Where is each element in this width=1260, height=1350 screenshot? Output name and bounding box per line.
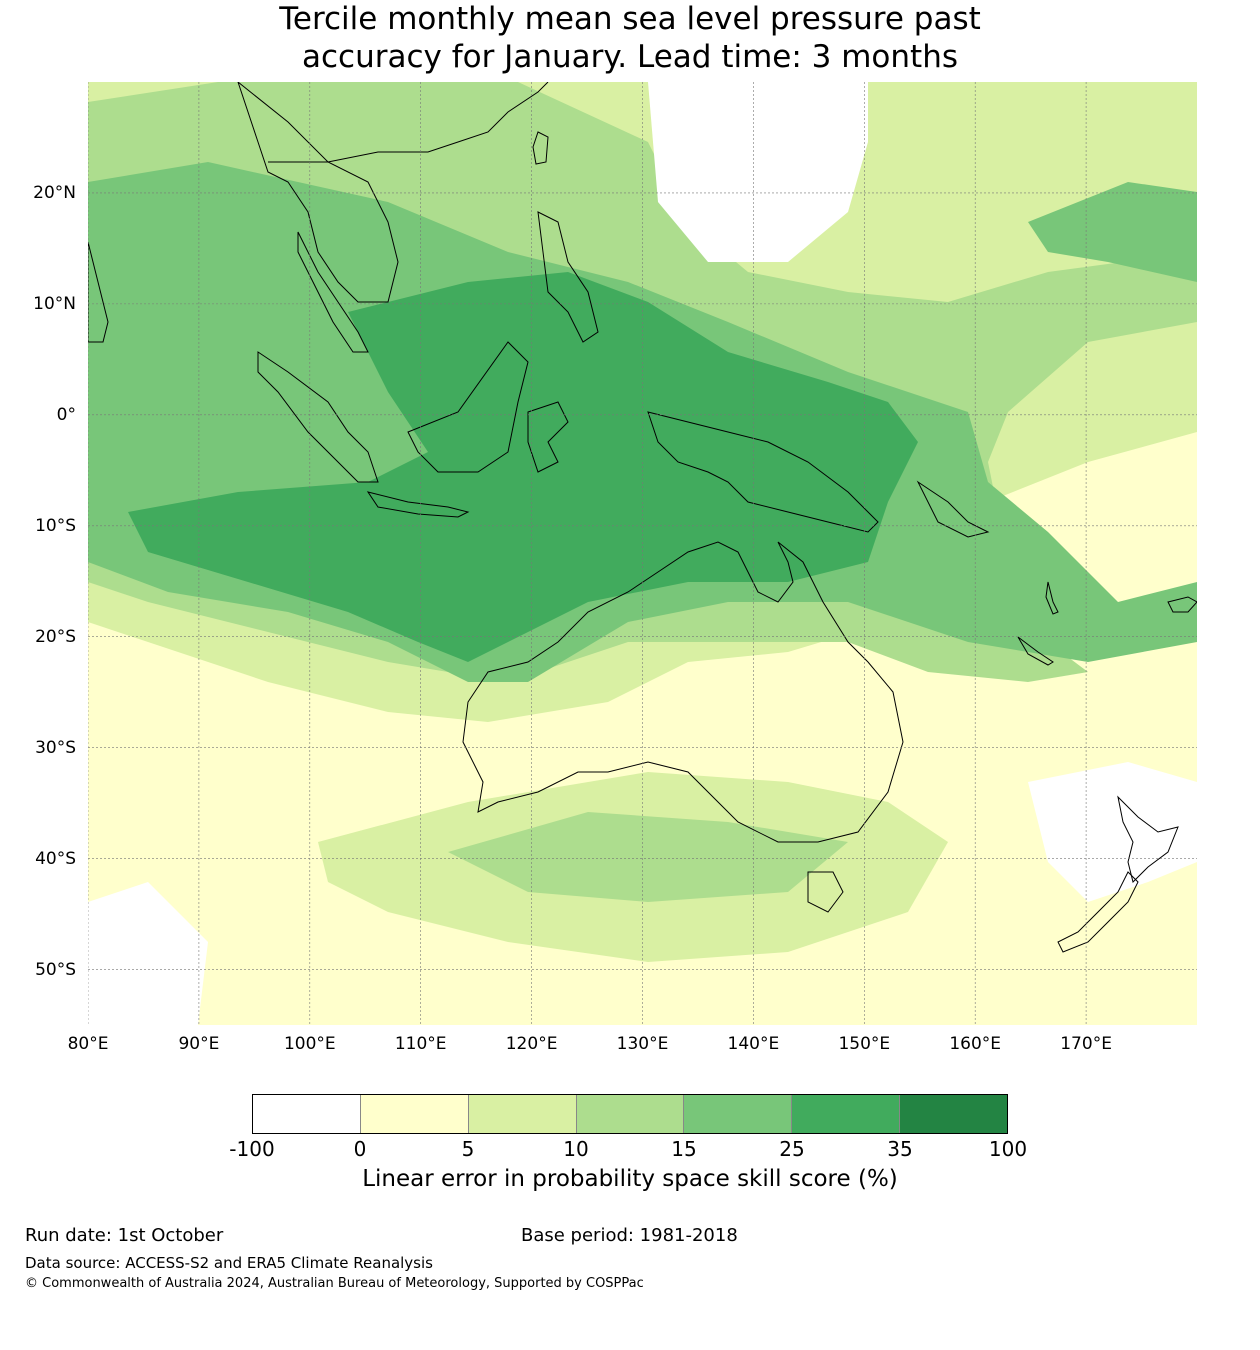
coastlines <box>88 82 1197 953</box>
coastline-sulawesi <box>527 401 569 473</box>
title-line-1: Tercile monthly mean sea level pressure … <box>279 1 981 37</box>
colorbar-segment <box>792 1095 901 1133</box>
zone-25-35 <box>128 272 918 662</box>
coastline-vanuatu <box>1045 581 1059 615</box>
lat-label: 20°S <box>35 626 76 647</box>
title-line-2: accuracy for January. Lead time: 3 month… <box>301 39 958 75</box>
coastline-new-zealand-south <box>1057 871 1139 953</box>
zone-negative-nz <box>1028 762 1197 902</box>
coastline-taiwan <box>532 131 549 165</box>
lat-label: 20°N <box>33 182 76 203</box>
coastline-sumatra <box>257 351 379 483</box>
coastline-fiji <box>1167 596 1197 613</box>
colorbar-segment <box>360 1095 469 1133</box>
zone-15-25-east <box>1028 182 1197 282</box>
lon-label: 150°E <box>838 1034 891 1054</box>
coastline-philippines <box>537 211 599 343</box>
skill-map-svg <box>88 82 1197 1025</box>
colorbar-segment <box>253 1095 361 1133</box>
lon-label: 130°E <box>616 1034 669 1054</box>
colorbar-segment <box>900 1095 1008 1133</box>
colorbar-label: Linear error in probability space skill … <box>362 1166 898 1192</box>
copyright: © Commonwealth of Australia 2024, Austra… <box>25 1276 644 1291</box>
base-period: Base period: 1981-2018 <box>521 1225 738 1246</box>
zone-negative-southwest <box>88 882 208 1025</box>
gridlines <box>88 82 1197 1025</box>
coastline-indochina <box>237 82 399 303</box>
lat-label: 30°S <box>35 737 76 758</box>
skill-map <box>88 82 1197 1025</box>
colorbar-segment <box>468 1095 577 1133</box>
coastline-india-sri-lanka <box>88 241 109 343</box>
lon-label: 120°E <box>505 1034 558 1054</box>
skill-zones <box>88 82 1197 1025</box>
lat-label: 10°N <box>33 293 76 314</box>
run-date: Run date: 1st October <box>25 1225 224 1246</box>
zone-negative-north <box>648 82 868 262</box>
coastline-java <box>366 491 470 518</box>
lon-label: 160°E <box>949 1034 1002 1054</box>
coastline-borneo <box>407 341 529 473</box>
coastline-malay-peninsula <box>297 231 369 353</box>
lon-label: 110°E <box>394 1034 447 1054</box>
colorbar-tick-label: 15 <box>671 1137 697 1161</box>
lon-label: 140°E <box>727 1034 780 1054</box>
colorbar-tick-label: 35 <box>887 1137 913 1161</box>
coastline-china <box>268 82 549 163</box>
map-title: Tercile monthly mean sea level pressure … <box>0 0 1260 76</box>
colorbar-tick-label: 25 <box>779 1137 805 1161</box>
lon-label: 80°E <box>67 1034 109 1054</box>
lat-label: 50°S <box>35 959 76 980</box>
colorbar-tick-label: 100 <box>988 1137 1028 1161</box>
coastline-new-caledonia <box>1017 636 1054 666</box>
lat-label: 10°S <box>35 515 76 536</box>
lon-label: 100°E <box>283 1034 336 1054</box>
colorbar <box>252 1094 1008 1134</box>
colorbar-tick-label: 10 <box>563 1137 589 1161</box>
lon-label: 90°E <box>178 1034 220 1054</box>
colorbar-tick-label: -100 <box>229 1137 275 1161</box>
coastline-australia <box>462 541 904 843</box>
colorbar-tick-label: 0 <box>353 1137 367 1161</box>
lat-label: 40°S <box>35 848 76 869</box>
coastline-new-guinea <box>647 411 879 533</box>
colorbar-tick-label: 5 <box>461 1137 475 1161</box>
data-source: Data source: ACCESS-S2 and ERA5 Climate … <box>25 1254 433 1272</box>
coastline-tasmania <box>807 871 844 913</box>
lon-label: 170°E <box>1060 1034 1112 1054</box>
zone-10-15-south <box>448 812 848 902</box>
colorbar-segment <box>684 1095 793 1133</box>
coastline-new-zealand-north <box>1117 795 1179 883</box>
lat-label: 0° <box>56 404 76 425</box>
coastline-solomon-islands <box>916 480 990 538</box>
colorbar-segment <box>576 1095 685 1133</box>
